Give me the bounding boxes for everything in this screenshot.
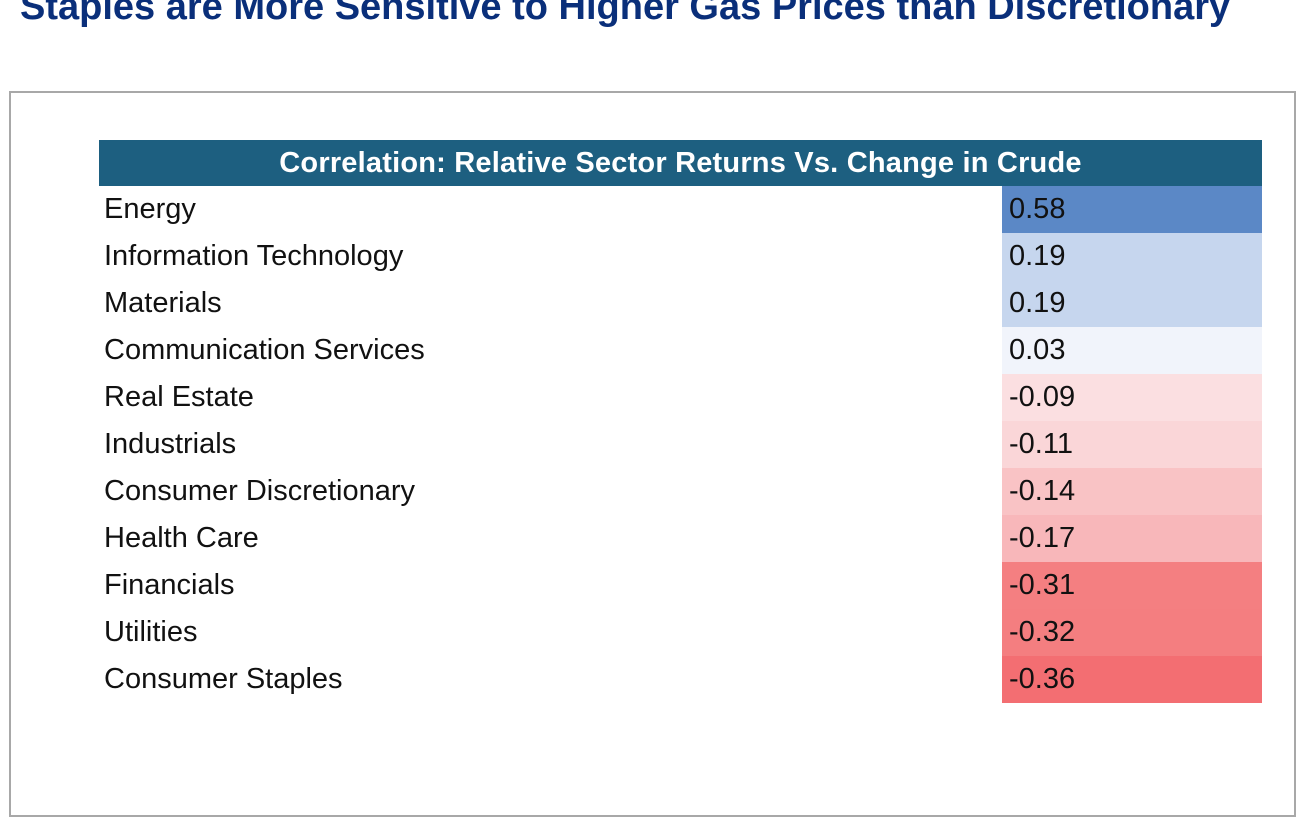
sector-label: Utilities: [104, 616, 198, 648]
table-row: Energy 0.58: [99, 186, 1262, 233]
table-row: Consumer Discretionary -0.14: [99, 468, 1262, 515]
sector-label: Industrials: [104, 428, 237, 460]
sector-label: Financials: [104, 569, 235, 601]
correlation-value: -0.14: [1002, 468, 1262, 515]
sector-label: Information Technology: [104, 240, 404, 272]
sector-label: Energy: [104, 193, 196, 225]
table-row: Consumer Staples -0.36: [99, 656, 1262, 703]
correlation-value: -0.11: [1002, 421, 1262, 468]
correlation-value: -0.17: [1002, 515, 1262, 562]
table-row: Industrials -0.11: [99, 421, 1262, 468]
table-row: Communication Services 0.03: [99, 327, 1262, 374]
sector-label: Communication Services: [104, 334, 425, 366]
sector-label: Health Care: [104, 522, 259, 554]
sector-label: Consumer Discretionary: [104, 475, 416, 507]
correlation-table: Correlation: Relative Sector Returns Vs.…: [99, 140, 1262, 703]
table-row: Health Care -0.17: [99, 515, 1262, 562]
page-title: Staples are More Sensitive to Higher Gas…: [20, 0, 1231, 28]
table-row: Utilities -0.32: [99, 609, 1262, 656]
correlation-value: 0.58: [1002, 186, 1262, 233]
table-row: Information Technology 0.19: [99, 233, 1262, 280]
correlation-value: -0.32: [1002, 609, 1262, 656]
sector-label: Consumer Staples: [104, 663, 343, 695]
table-row: Materials 0.19: [99, 280, 1262, 327]
sector-label: Real Estate: [104, 381, 254, 413]
table-body: Energy 0.58 Information Technology 0.19 Mate…: [99, 186, 1262, 703]
correlation-value: 0.19: [1002, 280, 1262, 327]
correlation-value: -0.36: [1002, 656, 1262, 703]
correlation-value: -0.09: [1002, 374, 1262, 421]
correlation-value: -0.31: [1002, 562, 1262, 609]
table-row: Real Estate -0.09: [99, 374, 1262, 421]
correlation-value: 0.03: [1002, 327, 1262, 374]
table-row: Financials -0.31: [99, 562, 1262, 609]
correlation-value: 0.19: [1002, 233, 1262, 280]
table-header: Correlation: Relative Sector Returns Vs.…: [99, 140, 1262, 186]
chart-panel: Correlation: Relative Sector Returns Vs.…: [9, 91, 1296, 817]
sector-label: Materials: [104, 287, 222, 319]
